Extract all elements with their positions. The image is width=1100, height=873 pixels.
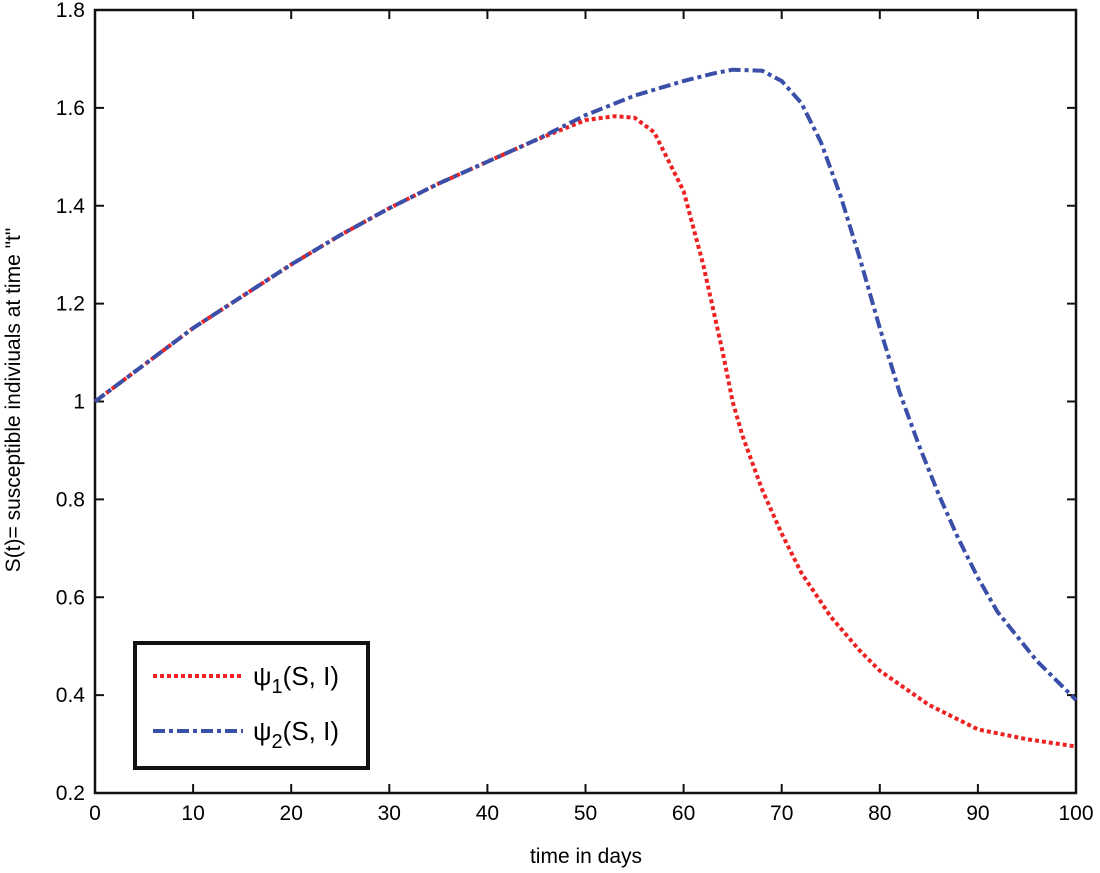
y-tick-label: 1.2 [56,293,85,316]
y-tick-label: 1.6 [56,97,85,120]
y-tick-label: 0.2 [56,782,85,805]
series-lines [93,67,1078,749]
y-tick-label: 0.4 [56,684,86,707]
x-tick-label: 100 [1058,802,1093,825]
y-tick-label: 1.4 [56,195,86,218]
legend: ψ1(S, I) ψ2(S, I) [133,641,370,770]
y-tick-label: 0.6 [56,586,85,609]
y-tick-label: 1.8 [56,0,85,22]
series-line-psi1 [93,114,1077,749]
x-tick-label: 0 [89,802,101,825]
x-axis-label: time in days [530,845,642,868]
x-tick-label: 20 [280,802,303,825]
legend-box [133,641,370,770]
x-tick-label: 40 [476,802,499,825]
legend-label-psi2: ψ2(S, I) [253,716,339,753]
y-tick-label: 1 [73,391,85,414]
y-tick-label: 0.8 [56,488,85,511]
series-line-psi2 [93,67,1078,702]
x-tick-label: 80 [868,802,891,825]
x-tick-label: 90 [966,802,989,825]
x-tick-label: 70 [770,802,793,825]
x-tick-label: 60 [672,802,695,825]
x-tick-label: 30 [378,802,401,825]
x-tick-label: 50 [574,802,597,825]
tick-labels: 0 10 20 30 40 50 60 70 80 90 100 0.2 0.4 0.6 0.8 1 1.2 1.… [56,0,1094,825]
y-axis-label: S(t)= susceptible indiviuals at time "t" [2,228,25,573]
x-tick-label: 10 [181,802,204,825]
legend-label-psi1: ψ1(S, I) [253,661,339,698]
